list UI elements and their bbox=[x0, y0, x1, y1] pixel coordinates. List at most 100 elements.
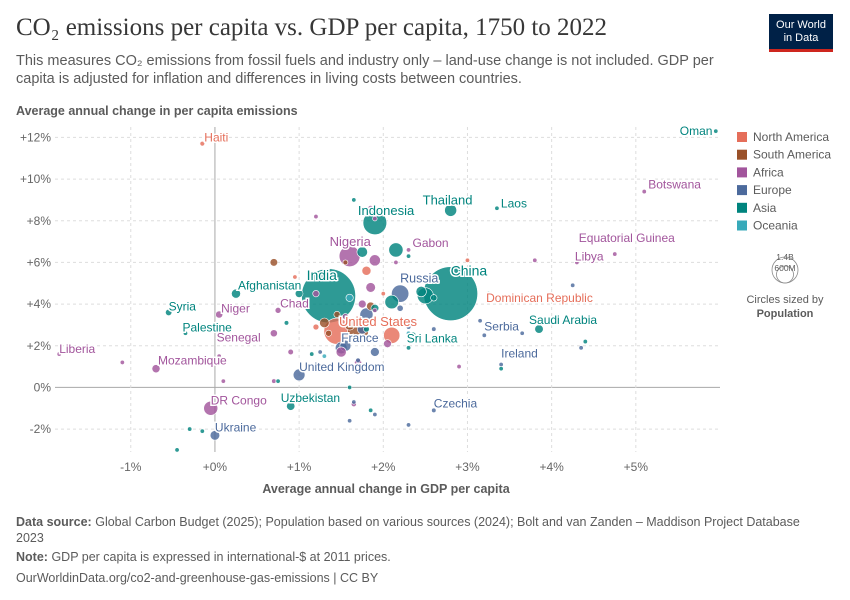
point-label: Botswana bbox=[648, 178, 701, 192]
data-point bbox=[361, 265, 372, 276]
data-points bbox=[56, 128, 719, 453]
size-legend-large-label: 1.4B bbox=[776, 252, 794, 262]
y-tick-label: +4% bbox=[27, 297, 52, 311]
source-text: Global Carbon Budget (2025); Population … bbox=[16, 515, 800, 545]
data-point bbox=[182, 330, 188, 336]
data-point bbox=[355, 357, 361, 364]
legend-label: South America bbox=[753, 148, 831, 162]
data-point bbox=[312, 323, 320, 331]
data-point bbox=[345, 293, 354, 302]
point-label: Palestine bbox=[182, 320, 232, 334]
point-label: Uzbekistan bbox=[281, 391, 340, 405]
page-title: CO₂ emissions per capita vs. GDP per cap… bbox=[16, 14, 608, 41]
point-label: Sri Lanka bbox=[407, 331, 458, 345]
data-point bbox=[405, 324, 412, 330]
point-label: Afghanistan bbox=[238, 279, 301, 293]
legend-swatch bbox=[737, 220, 747, 231]
data-point bbox=[431, 407, 437, 413]
data-point bbox=[342, 313, 349, 320]
data-point bbox=[406, 345, 412, 351]
legend-label: Asia bbox=[753, 201, 777, 215]
point-label: United Kingdom bbox=[299, 360, 384, 374]
data-point bbox=[383, 339, 392, 348]
data-point bbox=[187, 426, 193, 432]
point-label: Gabon bbox=[413, 236, 449, 250]
data-point bbox=[490, 324, 496, 330]
data-point bbox=[344, 319, 356, 331]
size-legend-variable: Population bbox=[757, 308, 814, 320]
data-point bbox=[287, 348, 294, 356]
point-label: Saudi Arabia bbox=[529, 313, 597, 327]
y-tick-label: +12% bbox=[20, 130, 51, 144]
data-point bbox=[269, 258, 278, 267]
point-label: Russia bbox=[400, 272, 438, 286]
point-label: Ukraine bbox=[215, 420, 257, 434]
footer-url[interactable]: OurWorldinData.org/co2-and-greenhouse-ga… bbox=[16, 571, 379, 585]
data-point bbox=[203, 400, 219, 416]
data-point bbox=[356, 246, 368, 258]
data-point bbox=[456, 364, 462, 370]
data-point bbox=[372, 216, 378, 222]
data-point bbox=[388, 242, 404, 258]
data-point bbox=[494, 205, 500, 211]
y-axis-title: Average annual change in per capita emis… bbox=[16, 104, 298, 118]
data-point bbox=[351, 399, 357, 405]
data-point bbox=[582, 339, 588, 345]
data-point bbox=[199, 428, 205, 434]
data-point bbox=[312, 290, 320, 298]
legend-label: North America bbox=[753, 130, 829, 144]
data-point bbox=[294, 289, 304, 298]
data-point bbox=[56, 351, 62, 357]
data-point bbox=[370, 347, 380, 357]
point-label: Equatorial Guinea bbox=[579, 231, 675, 245]
point-label: Mozambique bbox=[158, 354, 227, 368]
point-label: United States bbox=[339, 314, 418, 329]
data-point bbox=[174, 447, 180, 453]
data-point bbox=[578, 345, 584, 351]
note-text: GDP per capita is expressed in internati… bbox=[51, 550, 391, 564]
point-label: Serbia bbox=[484, 319, 519, 333]
data-point bbox=[380, 291, 386, 297]
owid-logo[interactable]: Our World in Data bbox=[769, 14, 833, 52]
grid-lines bbox=[55, 127, 720, 452]
data-point bbox=[532, 257, 538, 263]
y-tick-label: +8% bbox=[27, 214, 52, 228]
logo-line-1: Our World bbox=[776, 19, 826, 31]
point-label: Senegal bbox=[217, 330, 261, 344]
data-point bbox=[313, 214, 319, 220]
legend: North America South America Africa Europe As… bbox=[737, 130, 831, 233]
data-point bbox=[245, 334, 252, 341]
point-label: Thailand bbox=[423, 192, 473, 207]
data-point bbox=[406, 253, 412, 259]
x-tick-label: +1% bbox=[287, 460, 312, 474]
point-label: China bbox=[451, 263, 488, 279]
data-point bbox=[641, 189, 647, 195]
data-point bbox=[486, 291, 492, 297]
data-point bbox=[317, 349, 323, 355]
legend-swatch bbox=[737, 167, 747, 178]
data-point bbox=[393, 259, 399, 265]
data-point bbox=[713, 128, 719, 134]
legend-label: Africa bbox=[753, 165, 784, 179]
data-point bbox=[283, 320, 290, 326]
x-tick-label: +0% bbox=[203, 460, 228, 474]
data-point bbox=[274, 307, 282, 314]
data-point bbox=[151, 364, 161, 374]
point-label: India bbox=[307, 267, 338, 283]
point-label: France bbox=[341, 331, 379, 345]
legend-swatch bbox=[737, 132, 747, 142]
size-legend-caption: Circles sized by bbox=[746, 294, 824, 306]
data-point bbox=[406, 422, 412, 428]
data-point bbox=[415, 286, 427, 298]
logo-line-2: in Data bbox=[783, 32, 819, 44]
point-label: Libya bbox=[575, 249, 604, 263]
data-point bbox=[309, 351, 315, 357]
x-tick-label: -1% bbox=[120, 460, 142, 474]
x-tick-label: +5% bbox=[624, 460, 649, 474]
data-point bbox=[534, 324, 544, 334]
legend-swatch bbox=[737, 202, 747, 213]
data-point bbox=[406, 247, 412, 253]
subtitle: This measures CO₂ emissions from fossil … bbox=[16, 53, 714, 87]
data-point bbox=[342, 259, 349, 266]
data-point bbox=[351, 197, 357, 203]
